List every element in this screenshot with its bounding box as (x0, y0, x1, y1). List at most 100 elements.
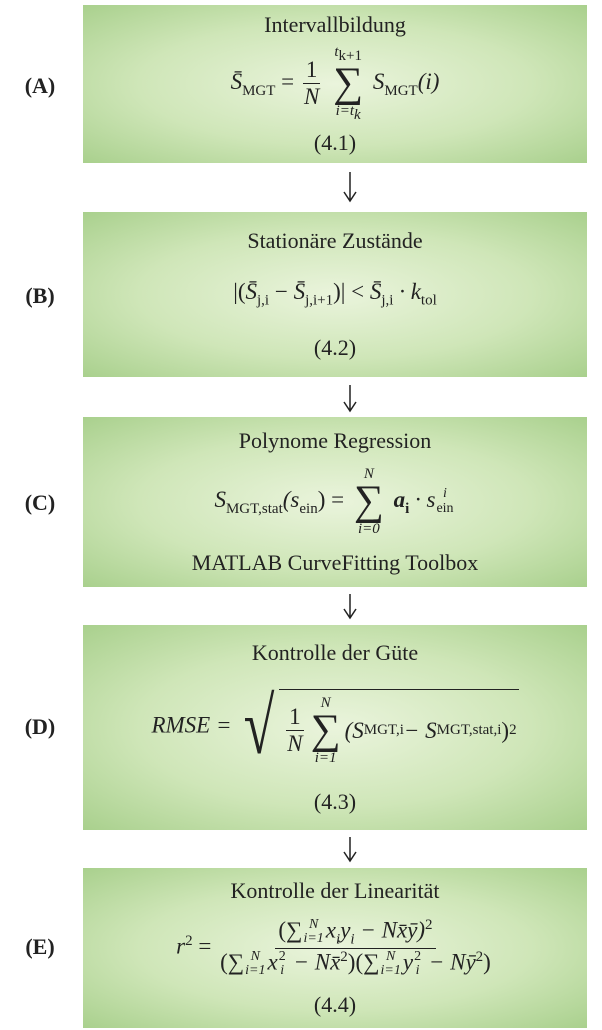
formula-part: x (267, 949, 278, 975)
formula-part: S̄ (230, 69, 243, 95)
formula-part: ) (501, 717, 510, 743)
formula-part: i=1 (303, 931, 324, 947)
formula-part: r (176, 933, 186, 959)
formula-part: i (415, 963, 420, 979)
step-title: Stationäre Zustände (247, 228, 423, 254)
step-label: (D) (24, 714, 56, 739)
formula-part: |( (233, 279, 246, 305)
equation-number: (4.4) (313, 991, 357, 1017)
formula-part: · s (409, 487, 436, 513)
formula-part: 1 (286, 704, 304, 732)
formula-part: − (269, 279, 294, 305)
formula-part: N (303, 84, 320, 110)
formula-layout: i ein (436, 487, 453, 516)
formula-part: N (250, 948, 260, 964)
formula-part: 2 (425, 916, 433, 933)
step-note: MATLAB CurveFitting Toolbox (191, 550, 479, 576)
formula-part: MGT,stat,i (436, 722, 502, 739)
formula-part: ) = (317, 487, 350, 513)
formula-part: i (336, 931, 341, 948)
formula-part: i=0 (357, 520, 380, 537)
step-title: Kontrolle der Güte (251, 639, 419, 665)
arrow-group (343, 172, 357, 863)
formula-part: k+1 (338, 48, 362, 65)
step-title: Kontrolle der Linearität (230, 878, 440, 904)
formula-part: ein (299, 500, 318, 517)
formula-part: N (386, 948, 396, 964)
formula-part: 2 (509, 722, 517, 739)
formula-part: i=1 (245, 963, 266, 979)
step-label: (E) (25, 934, 55, 959)
formula-part: MGT (242, 82, 276, 99)
formula-part: N (287, 731, 303, 757)
formula-part: 2 (475, 949, 484, 966)
formula-part: MGT (384, 82, 418, 99)
formula-part: i (280, 963, 285, 979)
equation-number: (4.1) (313, 129, 357, 155)
formula-part: RMSE = (151, 712, 238, 738)
formula-part: = (192, 933, 218, 959)
formula-part: 2 (278, 948, 286, 964)
formula-part: − Nx̄ (287, 949, 341, 975)
formula: SMGT,stat(sein) = N ∑ i=0 ai · s i ein (214, 467, 455, 537)
formula-layout: tk+1 (334, 45, 362, 64)
formula-part: i (350, 931, 355, 948)
formula-part: a (393, 487, 406, 513)
equation-number: (4.3) (313, 789, 357, 815)
formula-part: S̄ (293, 279, 306, 305)
formula-part: j,i (256, 292, 270, 309)
formula-part: (∑ (278, 917, 303, 943)
formula-part: N (308, 916, 319, 932)
step-title: Polynome Regression (238, 427, 432, 453)
formula-part: k (354, 106, 361, 123)
formula-part: ∑ (310, 707, 341, 754)
arrow (343, 172, 357, 203)
formula-part: ∑ (353, 478, 384, 525)
formula-part: ein (436, 500, 454, 516)
formula-part: MGT,i (363, 722, 404, 739)
formula-part: MGT,stat (225, 500, 283, 517)
formula-part: S (214, 487, 226, 513)
formula-part: N (363, 466, 374, 483)
step-label: (B) (25, 283, 55, 308)
arrow (343, 594, 357, 620)
formula-layout: i=tk (336, 103, 361, 123)
formula-part: i=1 (314, 749, 337, 766)
formula-part: tol (420, 292, 437, 309)
formula-part: y (402, 949, 414, 975)
formula-part: = (275, 69, 300, 95)
formula-part: 2 (340, 949, 348, 966)
formula-part: ∑ (333, 60, 364, 107)
formula-layout: √ (243, 683, 275, 772)
formula-part: )(∑ (347, 949, 380, 975)
formula-part: x (325, 917, 337, 943)
step-title: Intervallbildung (264, 12, 406, 38)
formula-part: S̄ (369, 279, 382, 305)
formula-part: y (340, 917, 351, 943)
formula-part: 1 (302, 57, 321, 85)
formula-part: (i) (417, 69, 440, 95)
formula-part: · k (393, 279, 421, 305)
formula-part: − S (403, 717, 437, 743)
step-box: Polynome Regression SMGT,stat(sein) = N ∑… (83, 417, 587, 587)
step-label: (A) (24, 73, 56, 98)
formula: |(S̄j,i − S̄j,i+1)| < S̄j,i · ktol (233, 279, 437, 310)
formula-part: (S (344, 717, 364, 743)
formula-part: − Nx̄ȳ) (354, 917, 426, 943)
